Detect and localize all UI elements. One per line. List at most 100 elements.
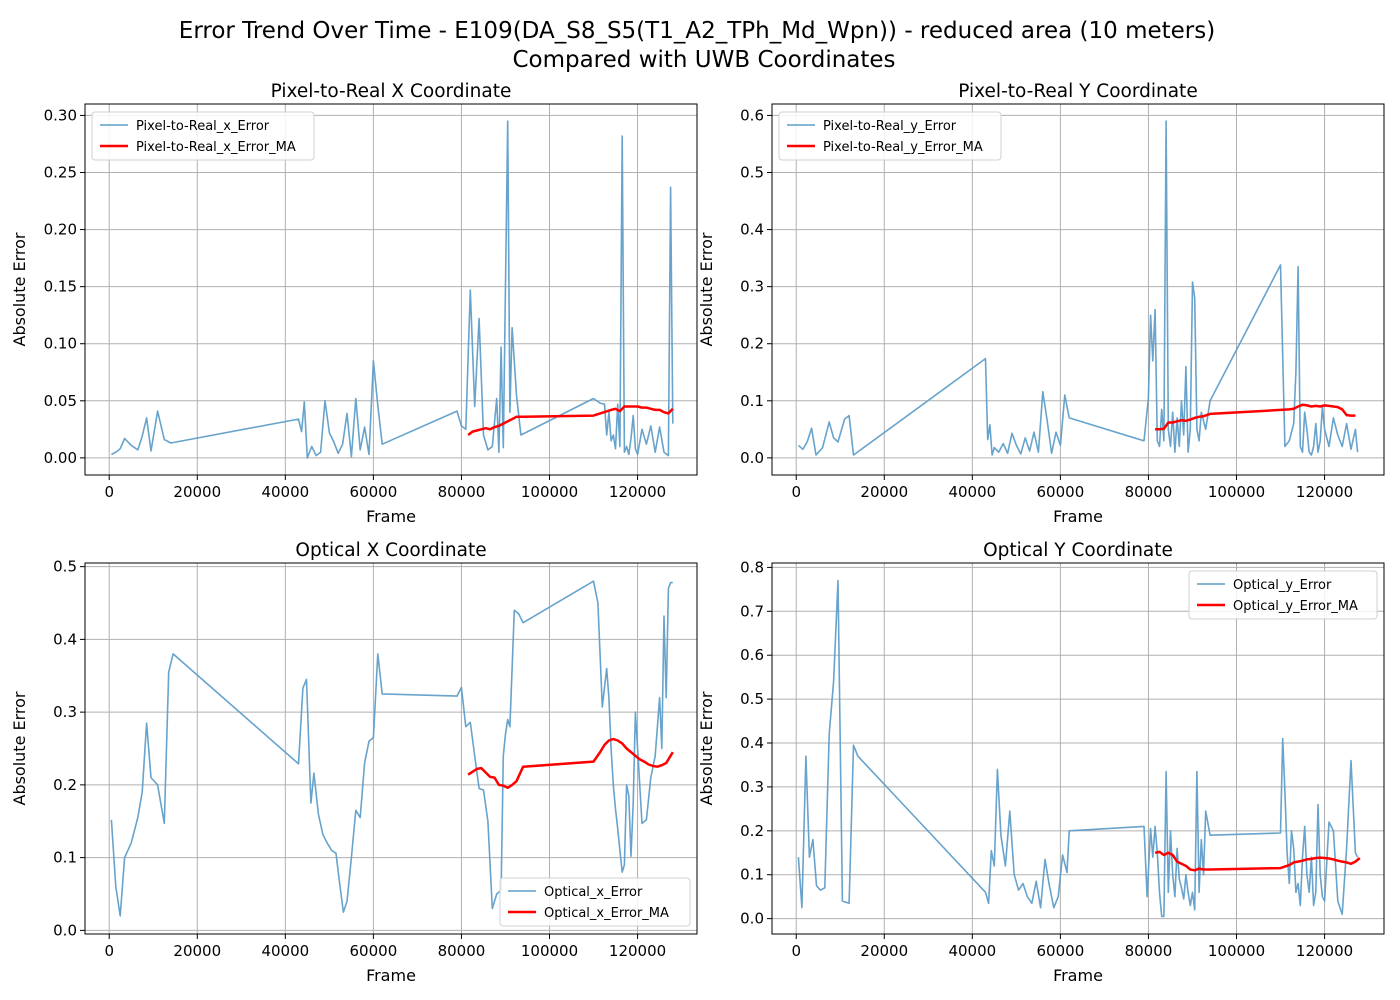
panel-title: Optical Y Coordinate bbox=[983, 540, 1173, 561]
y-tick-label: 0.0 bbox=[53, 921, 77, 939]
legend-box bbox=[1188, 570, 1378, 620]
x-tick-label: 60000 bbox=[350, 483, 398, 501]
x-tick-label: 60000 bbox=[1037, 942, 1085, 960]
x-tick-label: 80000 bbox=[1125, 942, 1173, 960]
y-tick-label: 0.15 bbox=[44, 278, 77, 296]
series-line-raw-error bbox=[110, 580, 673, 917]
panel-title: Optical X Coordinate bbox=[295, 540, 486, 561]
x-tick-label: 100000 bbox=[521, 483, 578, 501]
panel-optical-x: 0 20000 40000 60000 80000 100000 120000 0.0 0.1 0… bbox=[10, 540, 698, 985]
y-tick-label: 0.2 bbox=[740, 335, 764, 353]
series-line-raw-error bbox=[797, 579, 1359, 918]
y-tick-label: 0.10 bbox=[44, 335, 77, 353]
x-tick-label: 40000 bbox=[948, 942, 996, 960]
legend-label: Optical_y_Error bbox=[1233, 578, 1332, 593]
x-tick-label: 40000 bbox=[948, 483, 996, 501]
panel-pixel-real-x: 0 20000 40000 60000 80000 100000 120000 0.00 0.0… bbox=[10, 81, 698, 526]
y-axis-label: Absolute Error bbox=[697, 232, 716, 346]
y-tick-label: 0.05 bbox=[44, 392, 77, 410]
plot-frame bbox=[771, 103, 1385, 476]
x-tick-label: 40000 bbox=[261, 942, 309, 960]
x-axis-label: Frame bbox=[1053, 966, 1103, 985]
x-tick-label: 80000 bbox=[1125, 483, 1173, 501]
panel-title: Pixel-to-Real Y Coordinate bbox=[958, 81, 1197, 102]
legend: Optical_x_Error Optical_x_Error_MA bbox=[499, 877, 691, 927]
plot-frame bbox=[771, 562, 1385, 935]
x-tick-label: 80000 bbox=[438, 483, 486, 501]
y-tick-label: 0.20 bbox=[44, 221, 77, 239]
y-tick-label: 0.1 bbox=[740, 866, 764, 884]
y-tick-label: 0.1 bbox=[53, 849, 77, 867]
x-tick-label: 0 bbox=[104, 483, 114, 501]
legend-label: Pixel-to-Real_y_Error bbox=[823, 119, 957, 134]
y-tick-label: 0.4 bbox=[53, 630, 77, 648]
y-tick-label: 0.3 bbox=[53, 703, 77, 721]
x-tick-label: 20000 bbox=[860, 942, 908, 960]
y-tick-label: 0.1 bbox=[740, 392, 764, 410]
y-tick-label: 0.5 bbox=[53, 558, 77, 576]
y-tick-label: 0.25 bbox=[44, 163, 77, 181]
legend-label: Optical_y_Error_MA bbox=[1233, 599, 1358, 614]
legend-box bbox=[91, 111, 315, 161]
y-tick-label: 0.30 bbox=[44, 106, 77, 124]
y-tick-label: 0.00 bbox=[44, 449, 77, 467]
panel-pixel-real-y: 0 20000 40000 60000 80000 100000 120000 0.0 0.1 0… bbox=[697, 81, 1385, 526]
legend: Optical_y_Error Optical_y_Error_MA bbox=[1188, 570, 1378, 620]
legend-label: Optical_x_Error bbox=[544, 885, 643, 900]
y-tick-label: 0.2 bbox=[740, 822, 764, 840]
series-line-moving-average bbox=[467, 405, 674, 436]
figure-title-line1: Error Trend Over Time - E109(DA_S8_S5(T1… bbox=[179, 18, 1215, 44]
series-line-moving-average bbox=[1155, 403, 1356, 431]
x-tick-label: 20000 bbox=[860, 483, 908, 501]
legend-label: Pixel-to-Real_x_Error bbox=[136, 119, 270, 134]
y-tick-label: 0.5 bbox=[740, 163, 764, 181]
y-tick-label: 0.6 bbox=[740, 646, 764, 664]
y-tick-label: 0.6 bbox=[740, 106, 764, 124]
y-tick-label: 0.0 bbox=[740, 449, 764, 467]
x-tick-label: 100000 bbox=[1208, 942, 1265, 960]
y-axis-label: Absolute Error bbox=[697, 691, 716, 805]
series-line-raw-error bbox=[797, 120, 1359, 456]
panel-optical-y: 0 20000 40000 60000 80000 100000 120000 0.0 0.1 0… bbox=[697, 540, 1385, 985]
series-line-moving-average bbox=[467, 737, 674, 790]
legend-label: Pixel-to-Real_y_Error_MA bbox=[823, 140, 983, 155]
x-tick-label: 120000 bbox=[609, 942, 666, 960]
x-tick-label: 120000 bbox=[1296, 483, 1353, 501]
legend: Pixel-to-Real_x_Error Pixel-to-Real_x_Err… bbox=[91, 111, 315, 161]
x-tick-label: 20000 bbox=[173, 942, 221, 960]
legend-box bbox=[778, 111, 1002, 161]
legend-box bbox=[499, 877, 691, 927]
series-line-moving-average bbox=[1154, 850, 1361, 872]
y-tick-label: 0.5 bbox=[740, 690, 764, 708]
x-tick-label: 0 bbox=[791, 942, 801, 960]
x-tick-label: 0 bbox=[104, 942, 114, 960]
x-axis-label: Frame bbox=[366, 507, 416, 526]
y-tick-label: 0.3 bbox=[740, 778, 764, 796]
y-tick-label: 0.7 bbox=[740, 602, 764, 620]
figure-title-line2: Compared with UWB Coordinates bbox=[512, 47, 895, 73]
y-axis-label: Absolute Error bbox=[10, 691, 29, 805]
x-tick-label: 100000 bbox=[521, 942, 578, 960]
x-tick-label: 0 bbox=[791, 483, 801, 501]
x-axis-label: Frame bbox=[1053, 507, 1103, 526]
x-axis-label: Frame bbox=[366, 966, 416, 985]
legend: Pixel-to-Real_y_Error Pixel-to-Real_y_Err… bbox=[778, 111, 1002, 161]
x-tick-label: 100000 bbox=[1208, 483, 1265, 501]
y-tick-label: 0.4 bbox=[740, 734, 764, 752]
x-tick-label: 120000 bbox=[1296, 942, 1353, 960]
x-tick-label: 40000 bbox=[261, 483, 309, 501]
x-tick-label: 20000 bbox=[173, 483, 221, 501]
x-tick-label: 60000 bbox=[350, 942, 398, 960]
y-tick-label: 0.2 bbox=[53, 776, 77, 794]
x-tick-label: 120000 bbox=[609, 483, 666, 501]
y-axis-label: Absolute Error bbox=[10, 232, 29, 346]
y-tick-label: 0.3 bbox=[740, 278, 764, 296]
x-tick-label: 80000 bbox=[438, 942, 486, 960]
legend-label: Pixel-to-Real_x_Error_MA bbox=[136, 140, 296, 155]
plot-frame bbox=[84, 103, 698, 476]
series-line-raw-error bbox=[111, 120, 674, 459]
x-tick-label: 60000 bbox=[1037, 483, 1085, 501]
panel-title: Pixel-to-Real X Coordinate bbox=[271, 81, 512, 102]
y-tick-label: 0.8 bbox=[740, 558, 764, 576]
